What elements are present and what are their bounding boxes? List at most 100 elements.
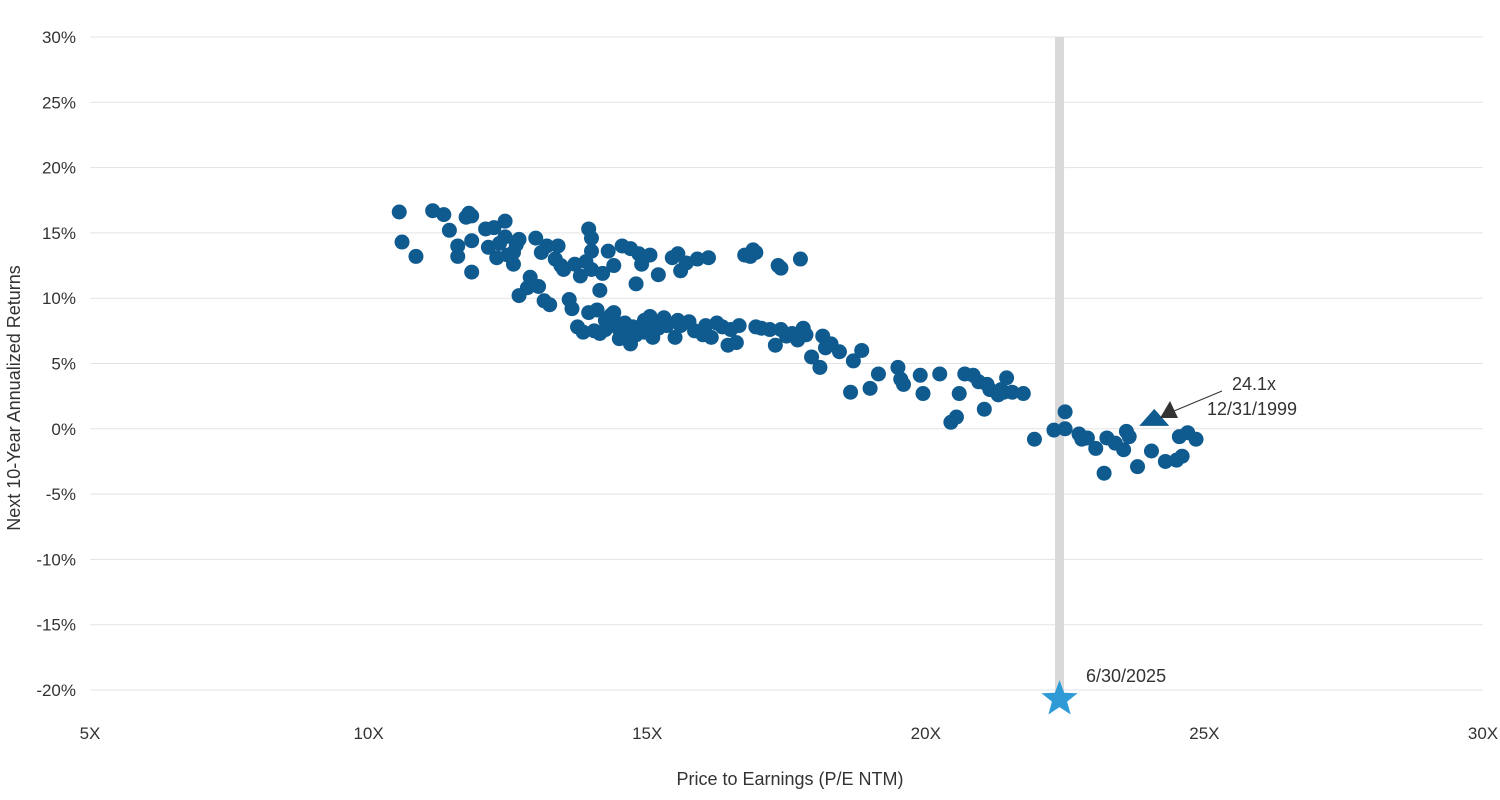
data-point	[1015, 386, 1031, 402]
data-point	[1088, 440, 1104, 456]
data-point	[542, 297, 558, 313]
data-point	[595, 265, 611, 281]
y-axis-title: Next 10-Year Annualized Returns	[4, 265, 24, 531]
data-point	[845, 353, 861, 369]
x-tick-label: 10X	[353, 724, 383, 743]
data-point	[659, 318, 675, 334]
highlight-triangle-marker	[1139, 408, 1170, 426]
x-tick-label: 25X	[1189, 724, 1219, 743]
data-point	[539, 238, 555, 254]
data-point	[464, 233, 480, 249]
y-tick-label: 10%	[42, 289, 76, 308]
x-tick-label: 15X	[632, 724, 662, 743]
data-point	[999, 370, 1015, 386]
data-point	[531, 278, 547, 294]
data-point	[1079, 430, 1095, 446]
y-tick-label: -20%	[36, 681, 76, 700]
data-point	[767, 337, 783, 353]
data-point	[1130, 459, 1146, 475]
data-point	[597, 322, 613, 338]
data-point	[497, 229, 513, 245]
y-tick-label: 25%	[42, 93, 76, 112]
current-date-vertical-band	[1055, 37, 1065, 698]
gridlines	[90, 36, 1483, 691]
data-point	[1143, 443, 1159, 459]
y-tick-label: 15%	[42, 224, 76, 243]
data-point	[951, 386, 967, 402]
data-point	[1174, 448, 1190, 464]
data-point	[731, 318, 747, 334]
x-tick-label: 5X	[80, 724, 101, 743]
data-point	[843, 384, 859, 400]
data-point	[575, 324, 591, 340]
data-point	[505, 256, 521, 272]
data-point	[394, 234, 410, 250]
current-date-star-marker	[1041, 680, 1078, 715]
highlight-value-label: 24.1x	[1232, 374, 1276, 394]
data-point	[511, 231, 527, 247]
data-point	[583, 230, 599, 246]
data-point	[667, 329, 683, 345]
highlight-markers	[1041, 390, 1223, 715]
data-point	[436, 207, 452, 223]
data-point	[1004, 384, 1020, 400]
data-point	[550, 238, 566, 254]
y-tick-label: 30%	[42, 28, 76, 47]
data-point	[700, 250, 716, 266]
data-point	[556, 261, 572, 277]
y-tick-label: -5%	[46, 485, 76, 504]
data-point	[804, 349, 820, 365]
data-point	[890, 359, 906, 375]
data-point	[798, 327, 814, 343]
data-point	[583, 243, 599, 259]
data-point	[976, 401, 992, 417]
data-point	[854, 342, 870, 358]
data-point	[628, 276, 644, 292]
data-point	[915, 386, 931, 402]
data-point	[1157, 453, 1173, 469]
y-tick-label: 5%	[51, 355, 76, 374]
data-point	[592, 282, 608, 298]
y-tick-label: 0%	[51, 420, 76, 439]
data-point	[896, 376, 912, 392]
data-point	[862, 380, 878, 396]
data-point	[464, 264, 480, 280]
y-tick-label: -15%	[36, 616, 76, 635]
x-tick-label: 30X	[1468, 724, 1498, 743]
data-point	[773, 260, 789, 276]
data-point	[831, 344, 847, 360]
data-point	[912, 367, 928, 383]
data-point	[812, 359, 828, 375]
data-point	[932, 366, 948, 382]
x-tick-label: 20X	[911, 724, 941, 743]
data-point	[606, 258, 622, 274]
data-point	[703, 329, 719, 345]
data-point	[948, 409, 964, 425]
x-axis-title: Price to Earnings (P/E NTM)	[676, 769, 903, 789]
data-point	[870, 366, 886, 382]
highlight-date-label: 12/31/1999	[1207, 399, 1297, 419]
data-point	[408, 248, 424, 264]
data-point	[748, 244, 764, 260]
data-point	[564, 301, 580, 317]
data-point	[600, 243, 616, 259]
data-point	[762, 322, 778, 338]
data-point	[1121, 429, 1137, 445]
data-point	[1026, 431, 1042, 447]
data-point	[486, 220, 502, 236]
data-point	[497, 213, 513, 229]
data-point	[1057, 421, 1073, 437]
x-axis-ticks: 5X 10X 15X 20X 25X 30X	[80, 724, 1499, 743]
y-axis-ticks: 30% 25% 20% 15% 10% 5% 0% -5% -10% -15% -20%	[36, 28, 76, 700]
data-point	[728, 335, 744, 351]
scatter-points	[391, 203, 1204, 481]
data-point	[1188, 431, 1204, 447]
data-point	[1057, 404, 1073, 420]
data-point	[689, 251, 705, 267]
data-point	[1116, 442, 1132, 458]
annotation-arrow-line	[1173, 390, 1223, 412]
y-tick-label: -10%	[36, 550, 76, 569]
data-point	[589, 302, 605, 318]
data-point	[650, 267, 666, 283]
